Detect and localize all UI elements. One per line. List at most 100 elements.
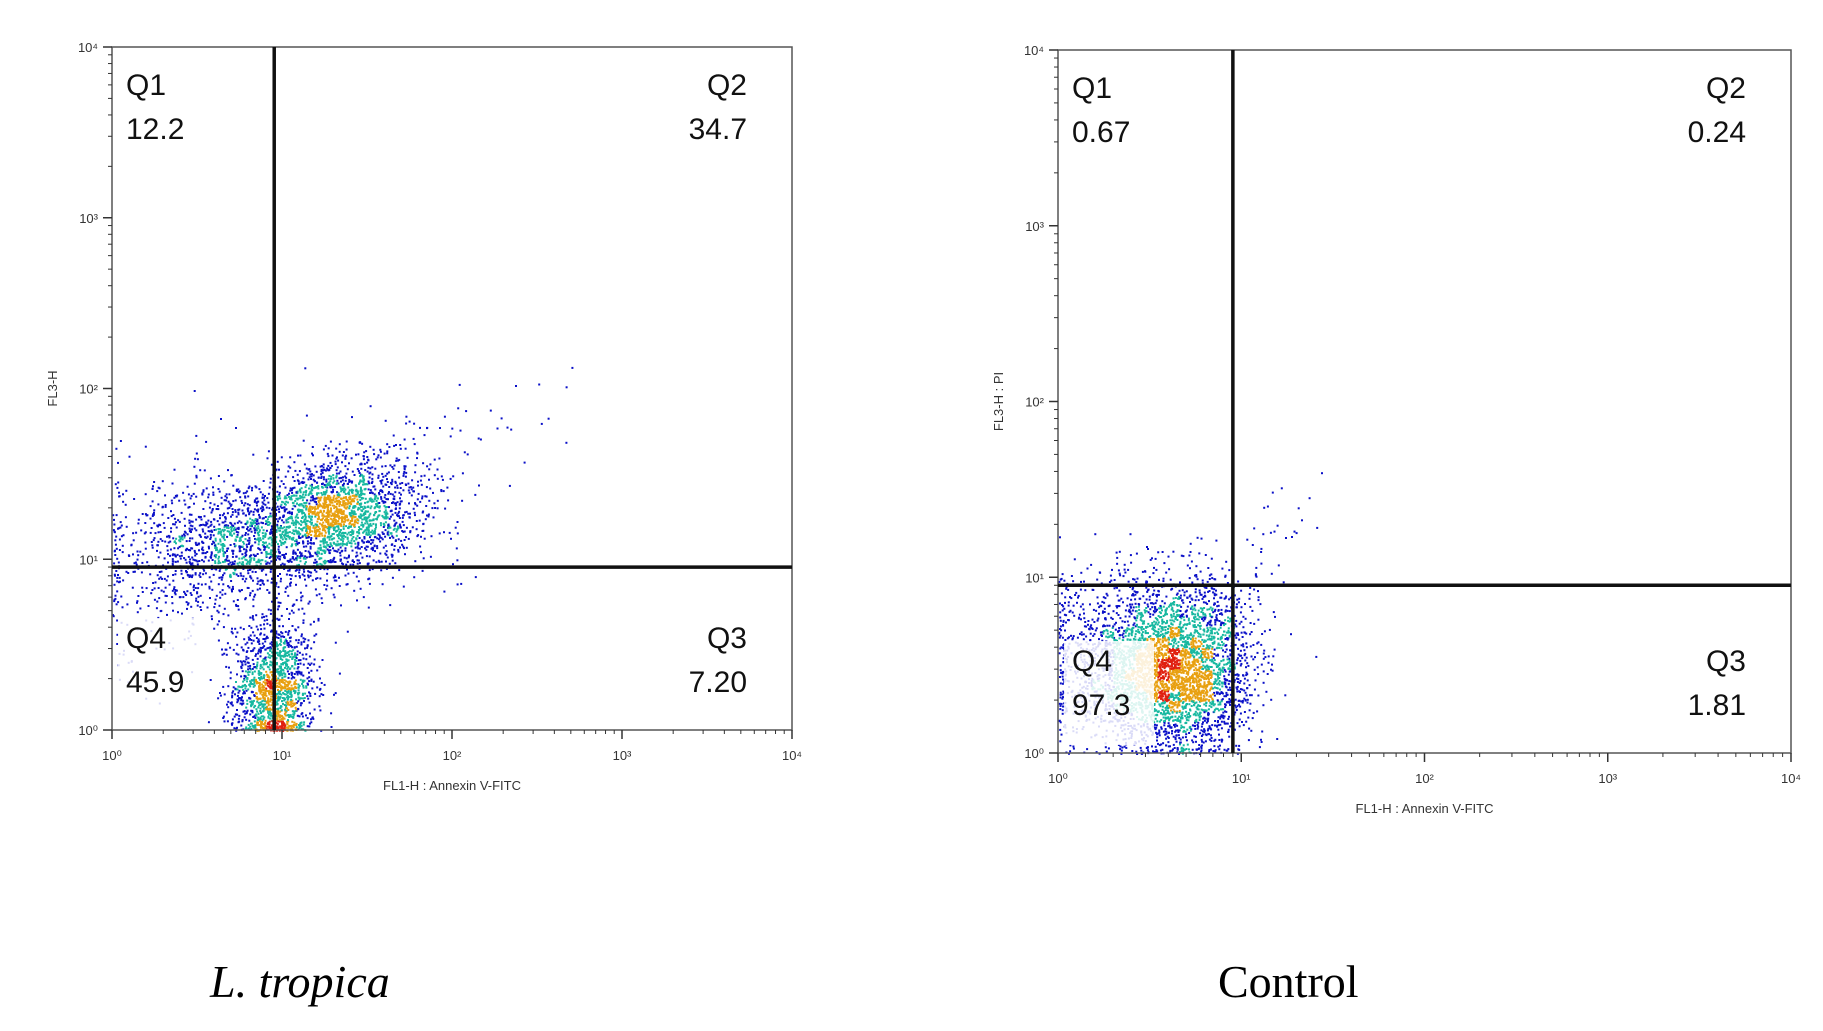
data-point xyxy=(342,543,345,546)
data-point xyxy=(245,718,248,721)
data-point xyxy=(212,493,215,496)
data-point xyxy=(160,570,163,573)
data-point xyxy=(341,562,343,565)
data-point xyxy=(380,560,383,563)
data-point xyxy=(230,474,233,477)
data-point xyxy=(263,548,266,551)
data-point xyxy=(308,655,311,658)
data-point xyxy=(140,529,143,532)
data-point xyxy=(320,475,323,478)
data-point xyxy=(276,608,279,611)
data-point xyxy=(288,559,291,562)
data-point xyxy=(301,653,304,656)
data-point xyxy=(302,621,305,624)
data-point xyxy=(324,515,327,518)
data-point xyxy=(367,510,370,513)
data-point xyxy=(252,685,255,688)
data-point xyxy=(366,505,369,508)
data-point xyxy=(328,528,331,531)
data-point xyxy=(337,512,340,515)
data-point xyxy=(269,656,272,659)
data-point xyxy=(342,525,345,528)
data-point xyxy=(393,502,396,505)
data-point xyxy=(226,550,228,552)
data-point xyxy=(267,690,270,693)
data-point xyxy=(442,490,445,493)
data-point xyxy=(265,552,268,555)
data-point xyxy=(298,563,300,566)
data-point xyxy=(295,657,298,659)
data-point xyxy=(393,545,396,547)
data-point xyxy=(283,526,286,529)
data-point xyxy=(188,521,191,524)
data-point xyxy=(216,609,219,612)
data-point xyxy=(384,474,387,477)
data-point xyxy=(231,694,234,697)
data-point xyxy=(362,475,365,478)
data-point xyxy=(219,548,222,551)
data-point xyxy=(387,527,390,530)
data-point xyxy=(270,568,272,571)
data-point xyxy=(421,511,424,514)
x-axis-label: FL1-H : Annexin V-FITC xyxy=(383,778,521,793)
data-point xyxy=(248,638,251,641)
data-point xyxy=(215,594,218,597)
data-point xyxy=(263,638,266,640)
data-point xyxy=(239,590,242,593)
data-point xyxy=(221,514,224,517)
data-point xyxy=(188,513,191,516)
data-point xyxy=(290,560,293,563)
data-point xyxy=(297,659,300,662)
data-point xyxy=(174,560,177,563)
data-point xyxy=(275,541,278,544)
data-point xyxy=(279,639,282,642)
data-point xyxy=(285,526,288,528)
data-point xyxy=(249,558,252,561)
data-point xyxy=(231,563,234,565)
data-point xyxy=(275,597,278,600)
data-point xyxy=(325,518,328,521)
data-point xyxy=(300,496,303,499)
data-point xyxy=(116,619,119,622)
data-point xyxy=(375,503,378,505)
data-point xyxy=(266,723,269,725)
data-point xyxy=(307,478,310,481)
data-point xyxy=(320,729,323,732)
data-point xyxy=(288,716,291,718)
data-point xyxy=(278,493,281,496)
data-point xyxy=(294,526,297,529)
data-point xyxy=(266,725,269,728)
data-point xyxy=(283,553,286,556)
data-point xyxy=(362,476,365,479)
data-point xyxy=(418,519,421,522)
data-point xyxy=(228,666,230,669)
data-point xyxy=(289,714,292,717)
data-point xyxy=(371,500,374,503)
data-point xyxy=(237,508,240,511)
data-point xyxy=(325,485,328,488)
data-point xyxy=(253,681,256,684)
data-point xyxy=(293,692,296,695)
data-point xyxy=(291,720,294,723)
data-point xyxy=(141,586,144,589)
data-point xyxy=(285,688,288,691)
data-point xyxy=(198,516,201,519)
data-point xyxy=(260,723,263,725)
data-point xyxy=(267,501,270,504)
data-point xyxy=(405,471,408,474)
data-point xyxy=(212,573,215,576)
data-point xyxy=(182,596,185,599)
data-point xyxy=(374,506,377,509)
data-point xyxy=(279,667,282,670)
data-point xyxy=(264,727,267,730)
data-point xyxy=(433,474,436,477)
data-point xyxy=(230,630,233,633)
data-point xyxy=(361,492,364,495)
data-point xyxy=(214,562,217,564)
data-point xyxy=(342,510,345,513)
data-point xyxy=(264,719,267,722)
data-point xyxy=(420,535,422,538)
data-point xyxy=(226,512,229,515)
data-point xyxy=(137,554,140,557)
data-point xyxy=(305,545,308,548)
